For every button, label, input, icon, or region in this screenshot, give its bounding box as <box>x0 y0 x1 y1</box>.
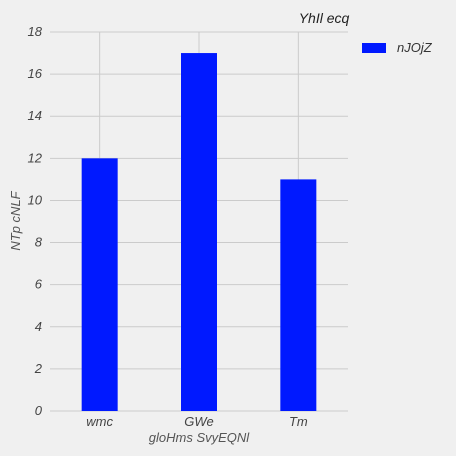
x-tick-label: GWe <box>184 414 213 429</box>
y-axis-label: NTp cNLF <box>8 190 23 250</box>
y-tick-labels: 0 2 4 6 8 10 12 14 16 18 <box>28 24 43 418</box>
y-tick-label: 2 <box>34 361 43 376</box>
bars-layer <box>81 53 317 412</box>
y-tick-label: 8 <box>35 235 43 250</box>
bar-GWe <box>181 53 217 412</box>
y-tick-label: 12 <box>28 150 43 165</box>
y-tick-label: 16 <box>28 66 43 81</box>
bar-Tm <box>280 179 317 411</box>
y-tick-label: 10 <box>28 192 43 207</box>
x-axis-label: gloHms SvyEQNl <box>149 430 251 445</box>
chart-title: YhIl ecq <box>299 10 350 26</box>
bar-wmc <box>81 158 118 411</box>
x-tick-label: wmc <box>86 414 113 429</box>
y-tick-label: 6 <box>35 277 43 292</box>
x-tick-label: Tm <box>289 414 308 429</box>
legend: nJOjZ <box>362 40 433 55</box>
x-tick-labels: wmc GWe Tm <box>86 414 308 429</box>
y-tick-label: 4 <box>35 319 42 334</box>
y-tick-label: 18 <box>28 24 43 39</box>
legend-swatch <box>362 43 386 53</box>
y-tick-label: 14 <box>28 108 42 123</box>
y-tick-label: 0 <box>35 403 43 418</box>
legend-label: nJOjZ <box>397 40 433 55</box>
